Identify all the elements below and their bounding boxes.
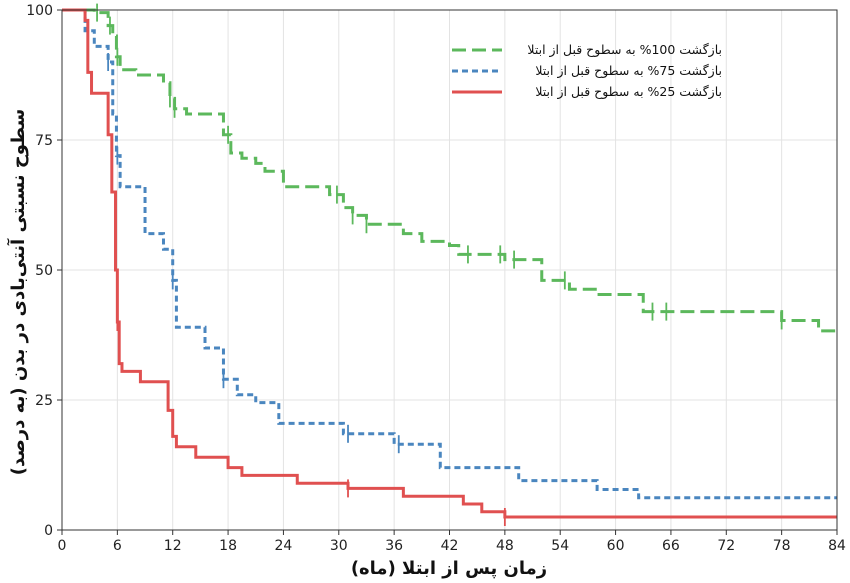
series-layer bbox=[62, 3, 837, 526]
x-tick-label: 30 bbox=[330, 538, 348, 554]
x-tick-label: 6 bbox=[113, 538, 122, 554]
y-tick-label: 25 bbox=[35, 393, 53, 409]
x-tick-label: 66 bbox=[662, 538, 680, 554]
y-tick-label: 0 bbox=[44, 523, 53, 539]
legend-label-0: بازگشت 100% به سطوح قبل از ابتلا bbox=[527, 42, 722, 58]
x-tick-label: 36 bbox=[385, 538, 403, 554]
x-tick-label: 24 bbox=[275, 538, 293, 554]
legend-label-1: بازگشت 75% به سطوح قبل از ابتلا bbox=[535, 63, 722, 79]
y-tick-label: 100 bbox=[26, 3, 53, 19]
series-line-2 bbox=[62, 8, 837, 519]
x-tick-label: 78 bbox=[773, 538, 791, 554]
x-tick-label: 72 bbox=[717, 538, 735, 554]
x-tick-label: 84 bbox=[828, 538, 846, 554]
series-line-1 bbox=[62, 8, 837, 500]
legend: بازگشت 100% به سطوح قبل از ابتلا بازگشت 7… bbox=[452, 42, 722, 100]
x-tick-label: 48 bbox=[496, 538, 514, 554]
y-tick-label: 50 bbox=[35, 263, 53, 279]
y-axis-title: سطوح نسبتی آنتی‌بادی در بدن (به درصد) bbox=[6, 109, 29, 475]
x-tick-label: 0 bbox=[58, 538, 67, 554]
x-axis-ticks: 0 6 12 18 24 30 36 42 48 54 60 66 72 78 84 bbox=[58, 530, 846, 554]
x-tick-label: 60 bbox=[607, 538, 625, 554]
y-tick-label: 75 bbox=[35, 133, 53, 149]
x-tick-label: 54 bbox=[551, 538, 569, 554]
series-line-0 bbox=[62, 8, 837, 333]
x-tick-label: 18 bbox=[219, 538, 237, 554]
x-tick-label: 12 bbox=[164, 538, 182, 554]
legend-label-2: بازگشت 25% به سطوح قبل از ابتلا bbox=[535, 84, 722, 100]
x-axis-title: زمان پس از ابتلا (ماه) bbox=[351, 558, 547, 579]
y-axis-ticks: 0 25 50 75 100 bbox=[26, 3, 62, 539]
x-tick-label: 42 bbox=[441, 538, 459, 554]
